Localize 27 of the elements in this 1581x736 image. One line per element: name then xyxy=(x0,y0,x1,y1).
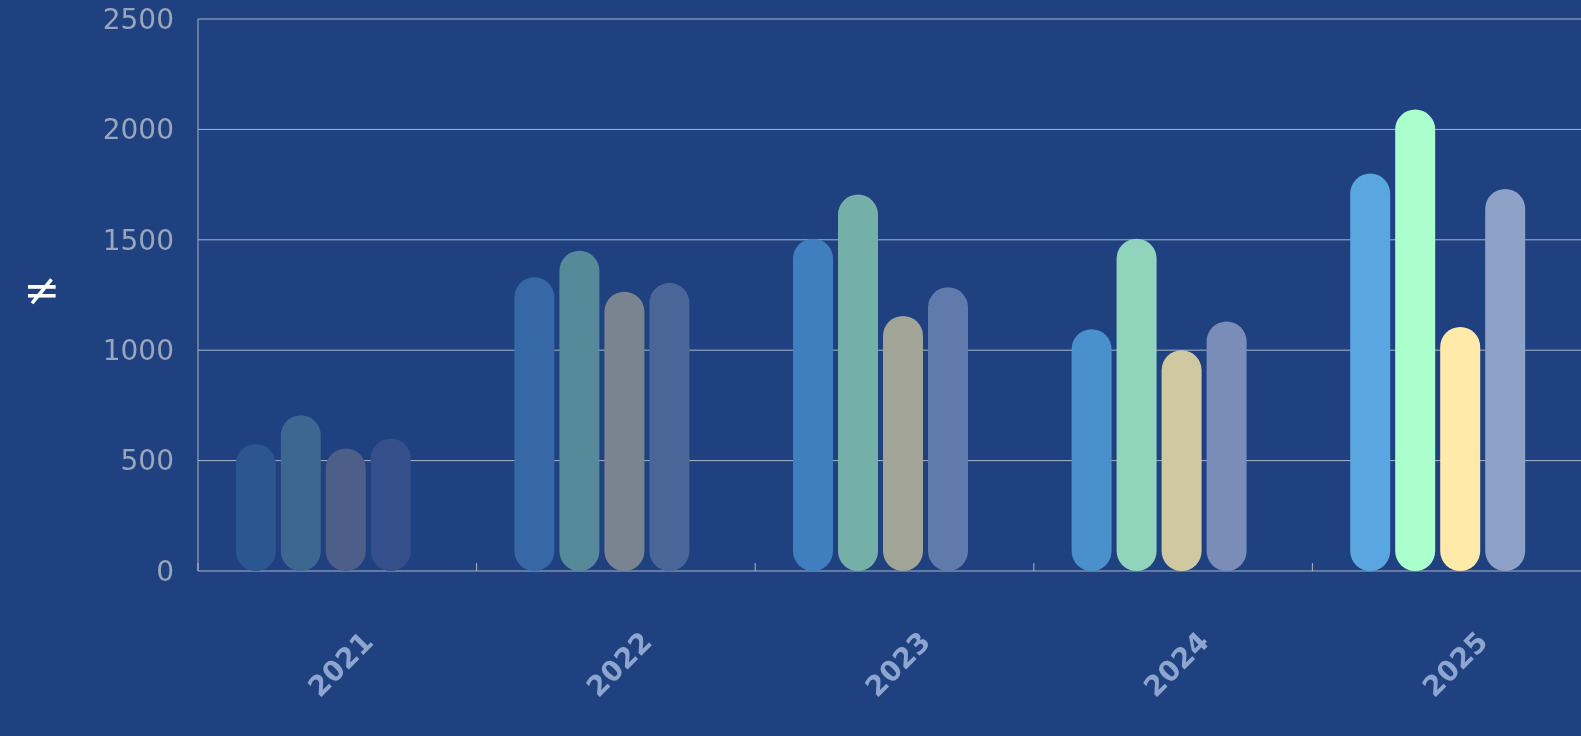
bar xyxy=(1071,329,1112,571)
bar xyxy=(514,277,555,571)
y-tick-label: 1500 xyxy=(102,223,174,257)
bar xyxy=(883,315,923,571)
bar xyxy=(1485,189,1526,571)
bar xyxy=(604,291,645,571)
bar xyxy=(793,238,833,571)
bar xyxy=(1440,327,1481,571)
y-tick-label: 1000 xyxy=(102,334,174,367)
bar xyxy=(280,415,321,571)
bar xyxy=(559,250,600,571)
bar xyxy=(325,448,366,571)
bar xyxy=(1161,350,1202,571)
y-tick-label: 2000 xyxy=(102,113,174,147)
bar xyxy=(838,194,878,571)
bar xyxy=(370,438,411,571)
bar xyxy=(1116,238,1157,571)
bar xyxy=(1350,173,1391,571)
bar xyxy=(1206,321,1247,571)
y-axis-title: ≠ xyxy=(23,264,61,315)
y-tick-label: 0 xyxy=(156,554,174,588)
bar xyxy=(235,444,276,571)
bar xyxy=(928,287,968,571)
y-tick-label: 2500 xyxy=(102,2,174,36)
bar xyxy=(1395,109,1436,571)
y-tick-label: 500 xyxy=(120,444,174,478)
bar xyxy=(649,282,690,571)
